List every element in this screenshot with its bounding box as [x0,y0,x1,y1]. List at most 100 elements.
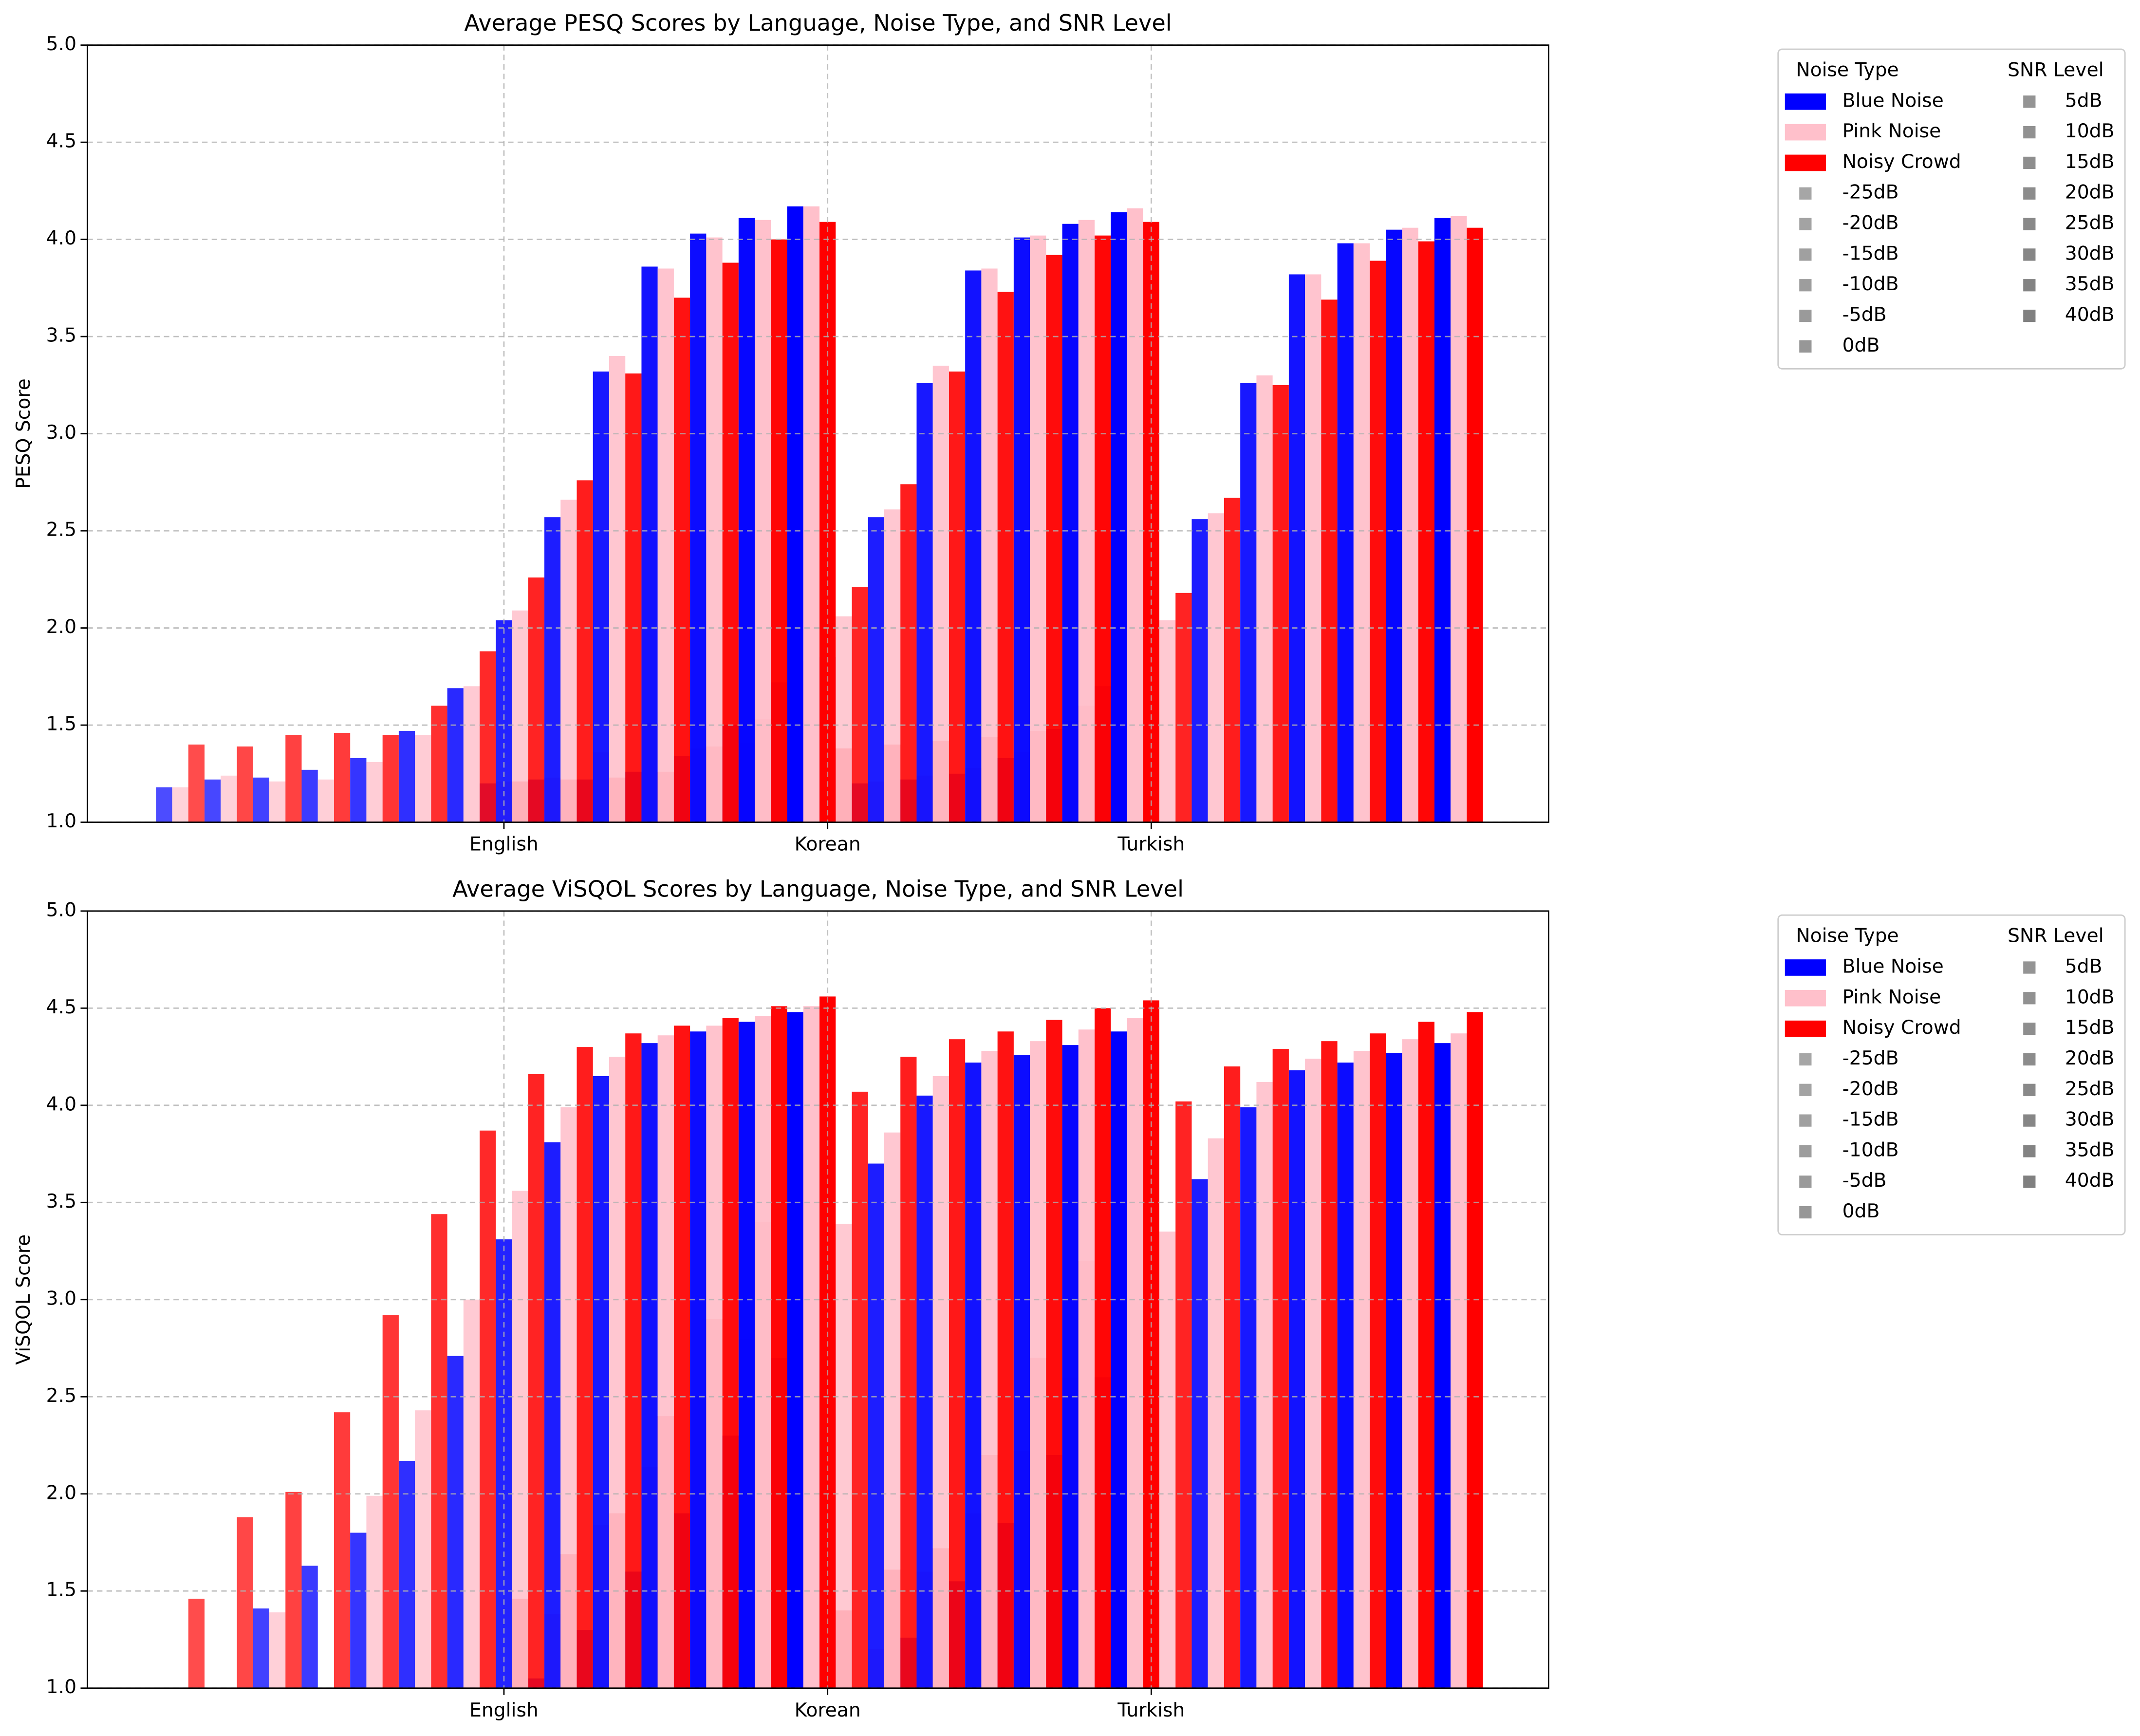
bar [1353,1051,1370,1688]
bar [852,1091,868,1688]
bar [447,1356,464,1688]
legend-label: 10dB [2065,986,2115,1008]
bar [544,517,561,822]
y-tick-label: 3.0 [46,1288,76,1309]
bar [868,1163,884,1688]
bar [317,779,334,822]
bar [350,1532,367,1688]
legend-label: 10dB [2065,120,2115,142]
bar [1467,1012,1483,1688]
legend-label: 15dB [2065,1017,2115,1039]
legend-label: 35dB [2065,273,2115,295]
y-tick-label: 4.5 [46,996,76,1018]
legend-label: 0dB [1842,1200,1880,1222]
legend-title: Noise Type [1796,925,1899,947]
x-tick-label: Korean [795,834,861,856]
bars [156,206,1483,822]
legend-label: -15dB [1842,1109,1899,1131]
bar [1062,224,1079,822]
x-tick-label: Turkish [1117,1699,1185,1721]
legend-marker [1799,1083,1812,1096]
legend-marker [1799,1053,1812,1066]
bar [690,1031,707,1688]
legend-label: -20dB [1842,1078,1899,1100]
legend-marker [1799,340,1812,353]
bar [1451,1033,1467,1688]
bar [1288,274,1305,822]
bar [738,1022,755,1688]
bar [480,1130,496,1688]
bar [382,1315,399,1688]
bar [1046,255,1062,822]
bar [415,735,431,822]
bar [512,1191,528,1688]
legend-swatch [1785,93,1826,110]
bar [1095,1008,1111,1688]
bar [997,292,1014,822]
bar [1078,1029,1095,1688]
bar [301,769,318,822]
bar [528,1074,545,1688]
bar [916,1095,933,1688]
x-tick-label: Korean [795,1699,861,1721]
legend-label: 35dB [2065,1139,2115,1161]
y-tick-label: 5.0 [46,33,76,55]
bar [334,1412,351,1688]
legend-marker [1799,218,1812,230]
legend-marker [1799,279,1812,292]
bar [1305,1059,1321,1688]
bar [205,779,221,822]
legend-marker [2023,126,2036,139]
bar [415,1410,431,1688]
bar [771,1006,787,1688]
bar [366,1495,383,1688]
bar [722,1018,739,1688]
legend-marker [2023,279,2036,292]
bar [657,268,674,822]
legend-marker [2023,1176,2036,1188]
bar [1402,227,1418,822]
legend-label: Pink Noise [1842,986,1941,1008]
y-axis-label: ViSQOL Score [13,1234,35,1365]
bar [1046,1020,1062,1688]
y-tick-label: 1.5 [46,713,76,735]
y-tick-label: 3.5 [46,1191,76,1213]
chart-title: Average ViSQOL Scores by Language, Noise… [452,876,1184,902]
bar [609,1057,626,1688]
legend-label: 5dB [2065,955,2103,977]
legend-label: 20dB [2065,1047,2115,1069]
y-tick-label: 3.0 [46,422,76,444]
legend-label: -20dB [1842,212,1899,234]
bar [1191,519,1208,822]
bar [1127,208,1143,822]
legend-marker [2023,218,2036,230]
bar [463,686,480,822]
bar [916,383,933,822]
bar [641,1043,658,1688]
bar [253,1608,270,1688]
bar [269,1612,286,1688]
y-tick-label: 4.5 [46,131,76,152]
legend-label: Noisy Crowd [1842,1017,1961,1039]
legend-marker [1799,248,1812,261]
legend-marker [2023,1053,2036,1066]
bar [269,781,286,822]
legend-label: 5dB [2065,90,2103,112]
bar [641,266,658,822]
bar [528,577,545,822]
bars [188,996,1483,1688]
legend-marker [1799,1206,1812,1219]
bar [884,509,901,822]
legend-marker [2023,95,2036,108]
bar [512,610,528,822]
x-tick-label: Turkish [1117,834,1185,856]
bar [1175,1101,1192,1688]
bar [673,298,690,822]
bar [1434,1043,1451,1688]
bar [1256,375,1273,822]
legend-box [1777,914,2126,1235]
bar [1111,1031,1127,1688]
y-tick-label: 5.0 [46,899,76,921]
bar [285,735,302,822]
